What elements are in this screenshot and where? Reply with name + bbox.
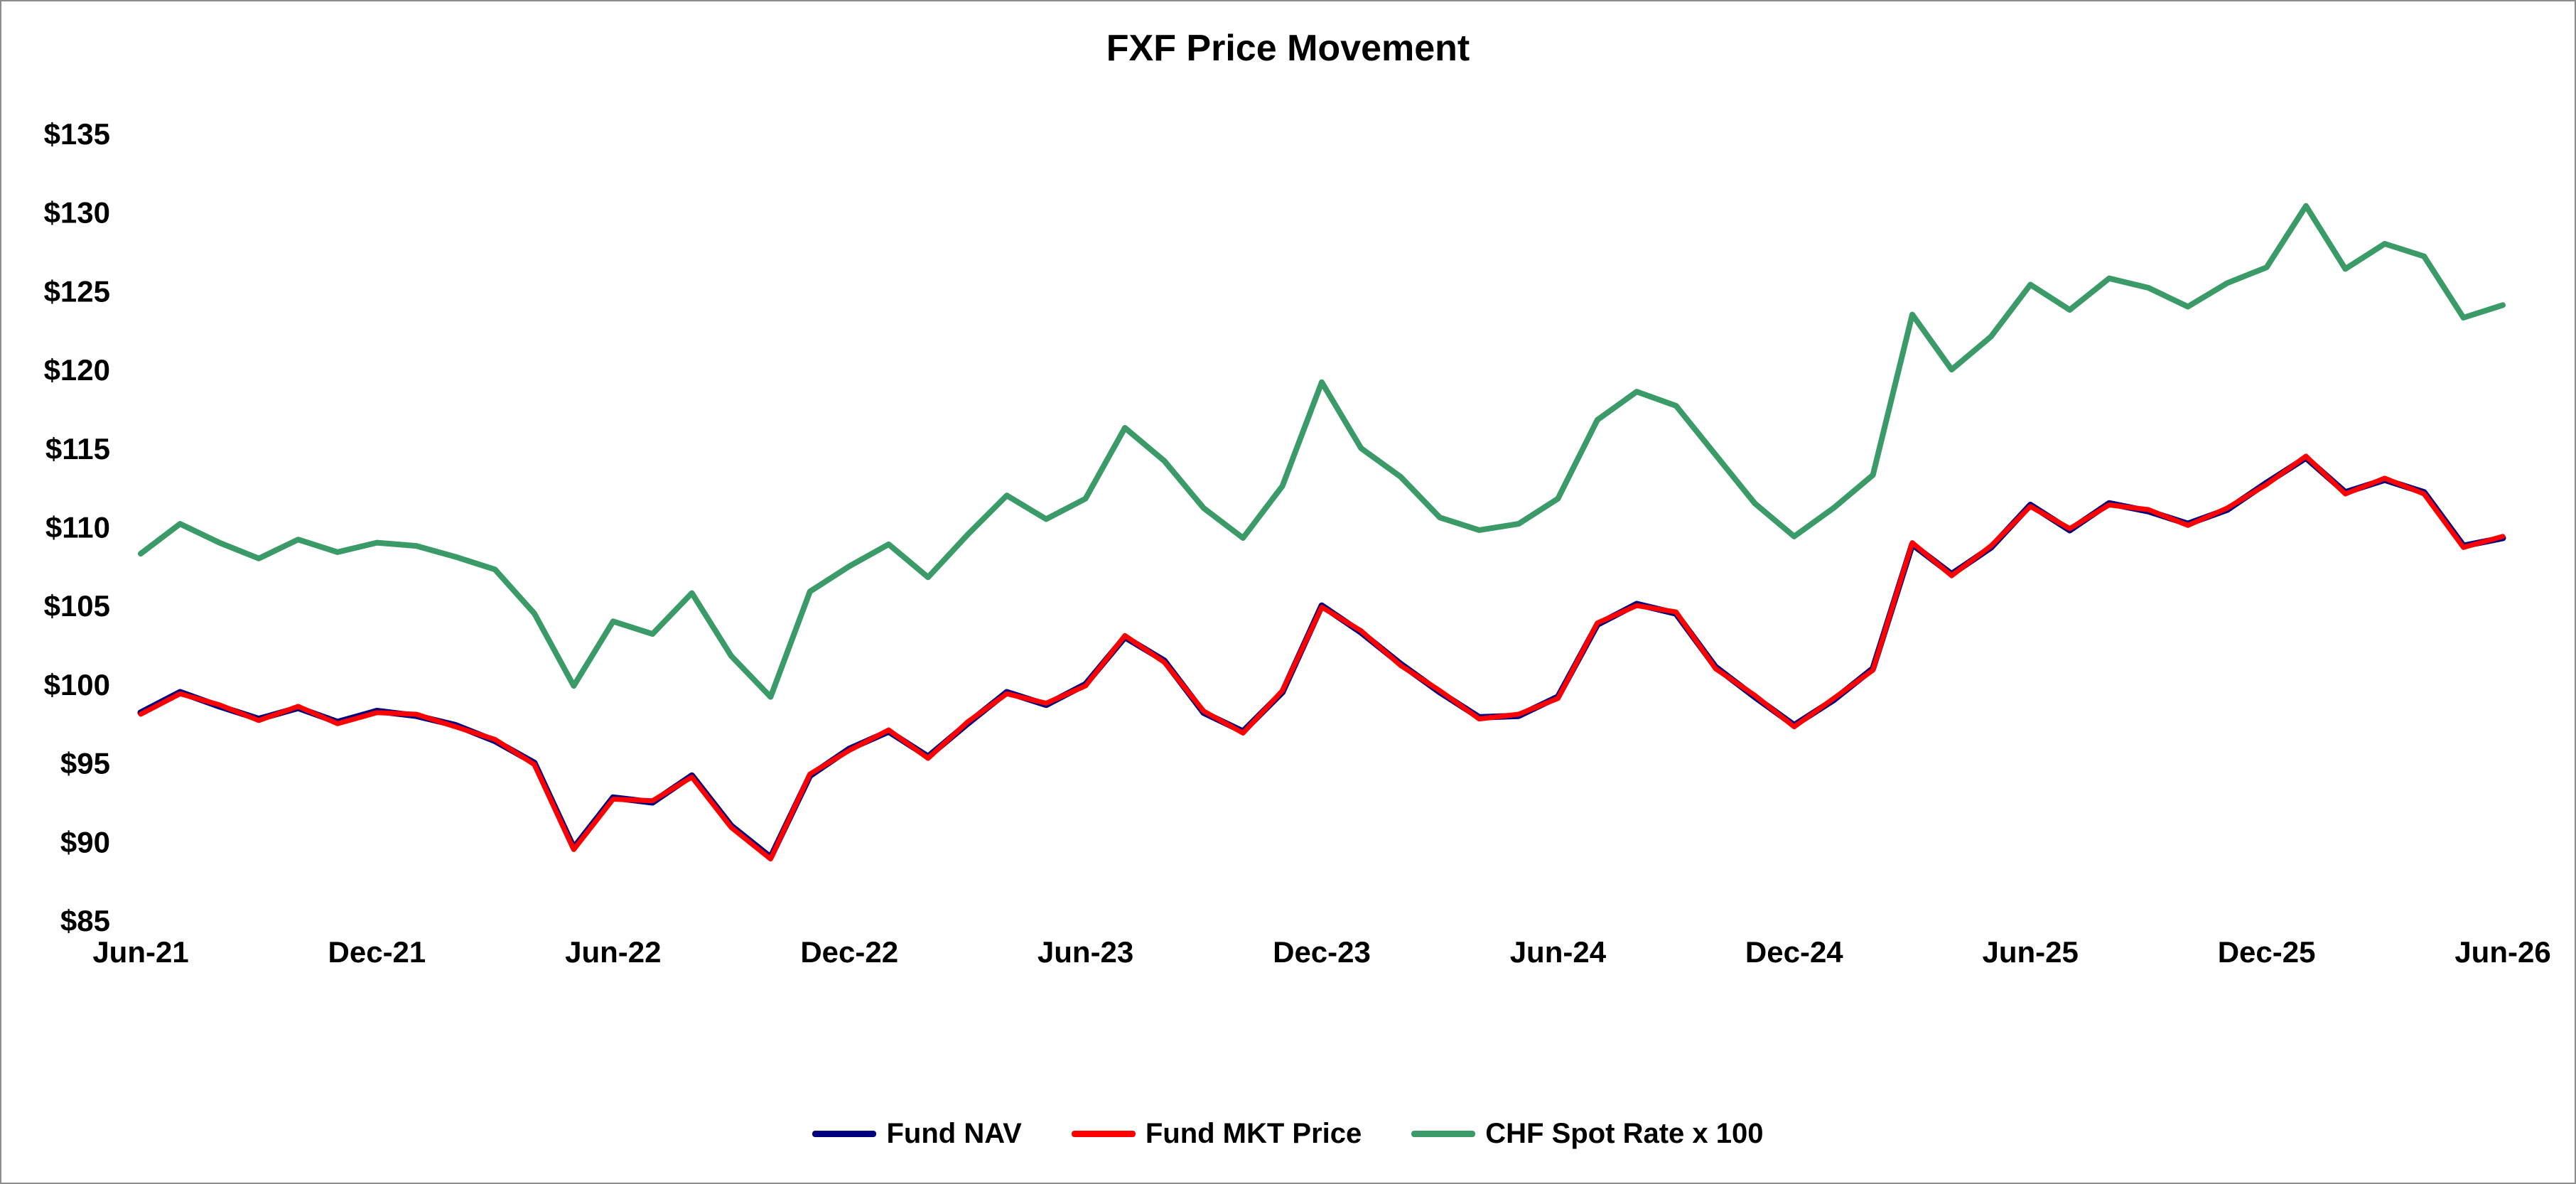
x-tick-label: Dec-21 <box>328 935 426 969</box>
y-tick-label: $105 <box>44 589 110 623</box>
y-tick-label: $135 <box>44 117 110 151</box>
legend-item-fund-nav: Fund NAV <box>812 1118 1022 1150</box>
legend-swatch-fund-mkt-price <box>1071 1131 1136 1137</box>
series-line-fund-mkt-price <box>138 453 2506 862</box>
x-tick-label: Jun-24 <box>1510 935 1607 969</box>
x-tick-label: Dec-24 <box>1745 935 1843 969</box>
legend-label-chf-spot-rate: CHF Spot Rate x 100 <box>1485 1118 1764 1149</box>
y-tick-label: $100 <box>44 668 110 701</box>
x-axis-ticks: Jun-21 Dec-21 Jun-22 Dec-22 Jun-23 Dec-23 Jun-… <box>92 935 2550 969</box>
legend-item-chf-spot-rate: CHF Spot Rate x 100 <box>1411 1118 1764 1150</box>
y-tick-label: $130 <box>44 196 110 230</box>
x-tick-label: Dec-25 <box>2218 935 2316 969</box>
series-layer <box>137 203 2506 862</box>
legend-swatch-chf-spot-rate <box>1411 1131 1476 1137</box>
x-tick-label: Dec-23 <box>1273 935 1371 969</box>
x-tick-label: Jun-21 <box>92 935 188 969</box>
y-tick-label: $115 <box>45 432 110 465</box>
series-line-chf-spot-rate-x-100 <box>138 203 2506 700</box>
legend-swatch-fund-nav <box>812 1131 877 1137</box>
x-tick-label: Jun-25 <box>1983 935 2079 969</box>
y-tick-label: $95 <box>60 747 110 780</box>
y-axis-ticks: $85 $90 $95 $100 $105 $110 $115 $120 $125 $130 $13… <box>44 117 110 937</box>
series-line-fund-nav <box>137 454 2506 861</box>
legend: Fund NAV Fund MKT Price CHF Spot Rate x … <box>0 1118 2576 1150</box>
x-tick-label: Jun-26 <box>2454 935 2550 969</box>
legend-label-fund-mkt-price: Fund MKT Price <box>1145 1118 1362 1149</box>
y-tick-label: $125 <box>44 274 110 308</box>
legend-item-fund-mkt-price: Fund MKT Price <box>1071 1118 1362 1150</box>
legend-label-fund-nav: Fund NAV <box>886 1118 1022 1149</box>
chart-title: FXF Price Movement <box>1106 28 1470 69</box>
x-tick-label: Jun-23 <box>1038 935 1133 969</box>
y-tick-label: $90 <box>60 825 110 859</box>
y-tick-label: $85 <box>60 904 110 937</box>
y-tick-label: $120 <box>44 353 110 387</box>
y-tick-label: $110 <box>45 511 110 544</box>
x-tick-label: Jun-22 <box>565 935 661 969</box>
x-tick-label: Dec-22 <box>800 935 898 969</box>
